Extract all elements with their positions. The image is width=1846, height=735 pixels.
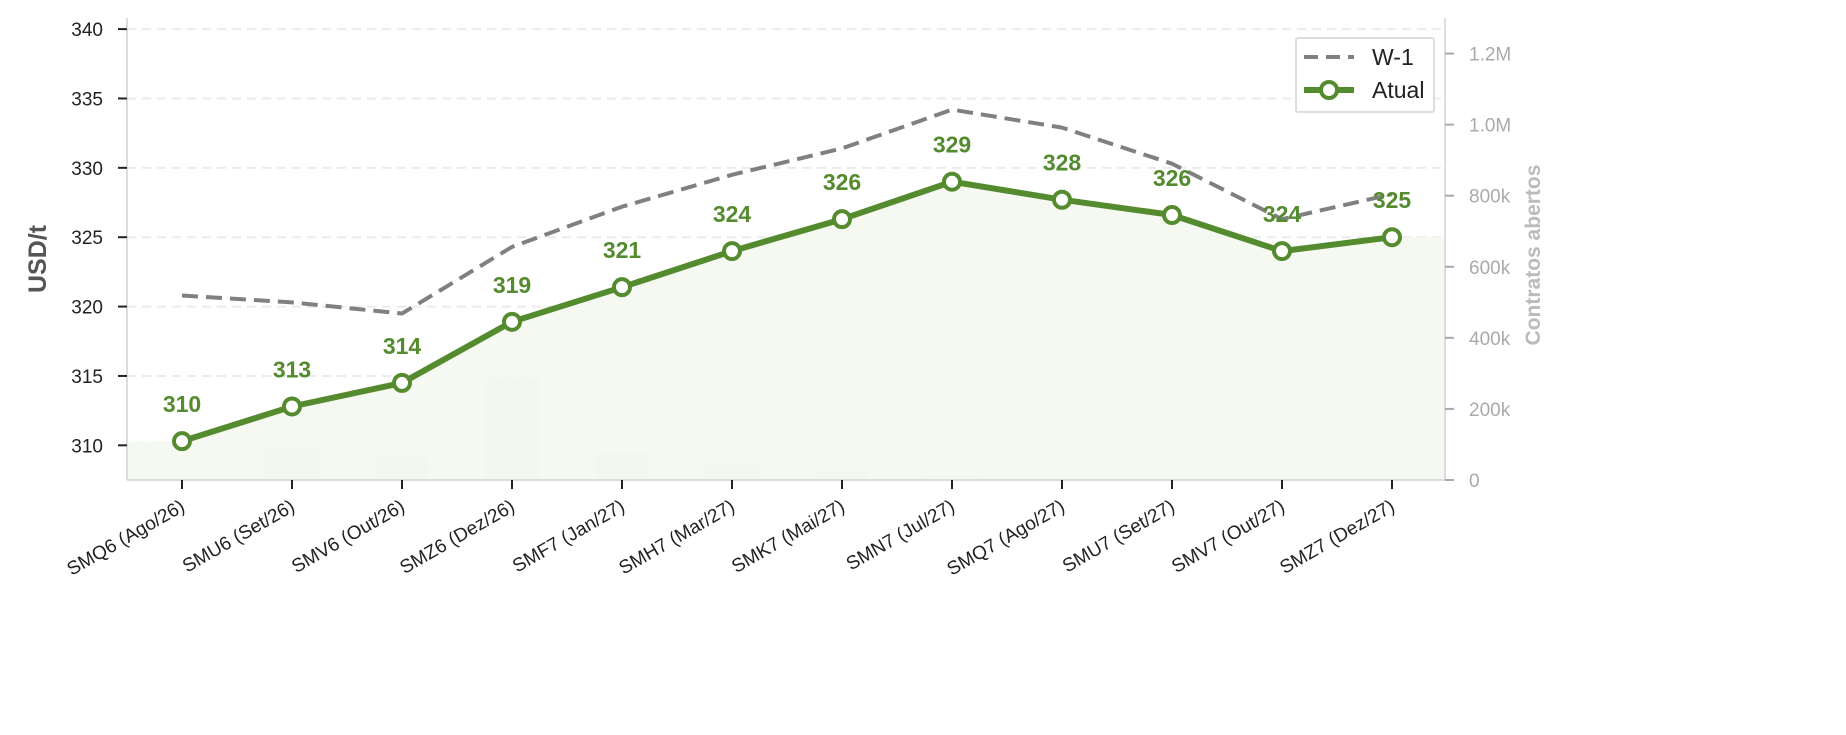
atual-marker <box>612 277 632 298</box>
y-right-tick-label: 0 <box>1469 471 1480 492</box>
x-tick-label: SMU7 (Set/27) <box>1059 496 1178 577</box>
x-tick-label: SMQ6 (Ago/26) <box>64 496 189 580</box>
y-right-tick-label: 200k <box>1469 400 1511 421</box>
y-right-tick-label: 1.0M <box>1469 116 1511 137</box>
data-labels: 310 313 314 319 321 324 326 329 328 326 324 325 <box>163 132 1412 417</box>
atual-marker <box>942 171 962 192</box>
y-tick-label: 320 <box>71 298 103 319</box>
y-tick-label: 325 <box>71 228 103 249</box>
legend-w1-label: W-1 <box>1372 44 1414 70</box>
legend: W-1 Atual <box>1295 37 1435 113</box>
w1-line <box>181 107 1393 316</box>
atual-marker <box>282 396 302 417</box>
y-tick-label: 315 <box>71 367 103 388</box>
atual-data-label: 324 <box>713 201 752 227</box>
y-tick-label: 310 <box>71 436 103 457</box>
x-tick-label: SMV7 (Out/27) <box>1168 496 1288 578</box>
atual-marker <box>392 372 412 393</box>
x-tick-label: SMN7 (Jul/27) <box>843 496 959 575</box>
y-right-tick-label: 400k <box>1469 329 1511 350</box>
atual-data-label: 310 <box>163 391 201 417</box>
atual-marker <box>172 431 192 452</box>
atual-data-label: 326 <box>823 169 861 195</box>
y-tick-label: 330 <box>71 159 103 180</box>
legend-atual-marker <box>1319 80 1339 100</box>
y-axis-right-title: Contratos abertos <box>1522 165 1545 346</box>
x-tick-label: SMZ6 (Dez/26) <box>396 496 518 579</box>
x-tick-label: SMH7 (Mar/27) <box>616 496 739 579</box>
x-tick-label: SMQ7 (Ago/27) <box>944 496 1069 580</box>
y-tick-label: 335 <box>71 89 103 110</box>
x-tick-label: SMF7 (Jan/27) <box>509 496 628 577</box>
atual-data-label: 328 <box>1043 150 1082 176</box>
atual-marker <box>1272 241 1292 262</box>
atual-data-label: 324 <box>1263 201 1302 227</box>
y-right-tick-label: 600k <box>1469 258 1511 279</box>
x-tick-label: SMZ7 (Dez/27) <box>1276 496 1398 579</box>
series <box>172 107 1402 452</box>
atual-marker <box>1382 227 1402 248</box>
atual-data-label: 326 <box>1153 165 1191 191</box>
atual-data-label: 325 <box>1373 187 1412 213</box>
y-tick-label: 340 <box>71 20 103 41</box>
x-tick-label: SMV6 (Out/26) <box>288 496 408 578</box>
legend-atual-label: Atual <box>1372 77 1424 103</box>
x-tick-label: SMK7 (Mai/27) <box>728 496 848 578</box>
atual-marker <box>722 241 742 262</box>
atual-data-label: 321 <box>603 237 642 263</box>
atual-area-fill <box>127 181 1445 480</box>
atual-line <box>179 178 1395 445</box>
atual-marker <box>832 209 852 230</box>
atual-data-label: 313 <box>273 356 311 382</box>
x-tick-label: SMU6 (Set/26) <box>179 496 298 577</box>
y-right-tick-label: 1.2M <box>1469 45 1511 66</box>
atual-marker <box>502 311 522 332</box>
y-right-tick-label: 800k <box>1469 187 1511 208</box>
atual-marker <box>1162 205 1182 226</box>
atual-data-label: 329 <box>933 132 971 158</box>
atual-data-label: 314 <box>383 333 422 359</box>
atual-data-label: 319 <box>493 272 531 298</box>
atual-marker <box>1052 189 1072 210</box>
y-axis-title: USD/t <box>24 224 52 293</box>
